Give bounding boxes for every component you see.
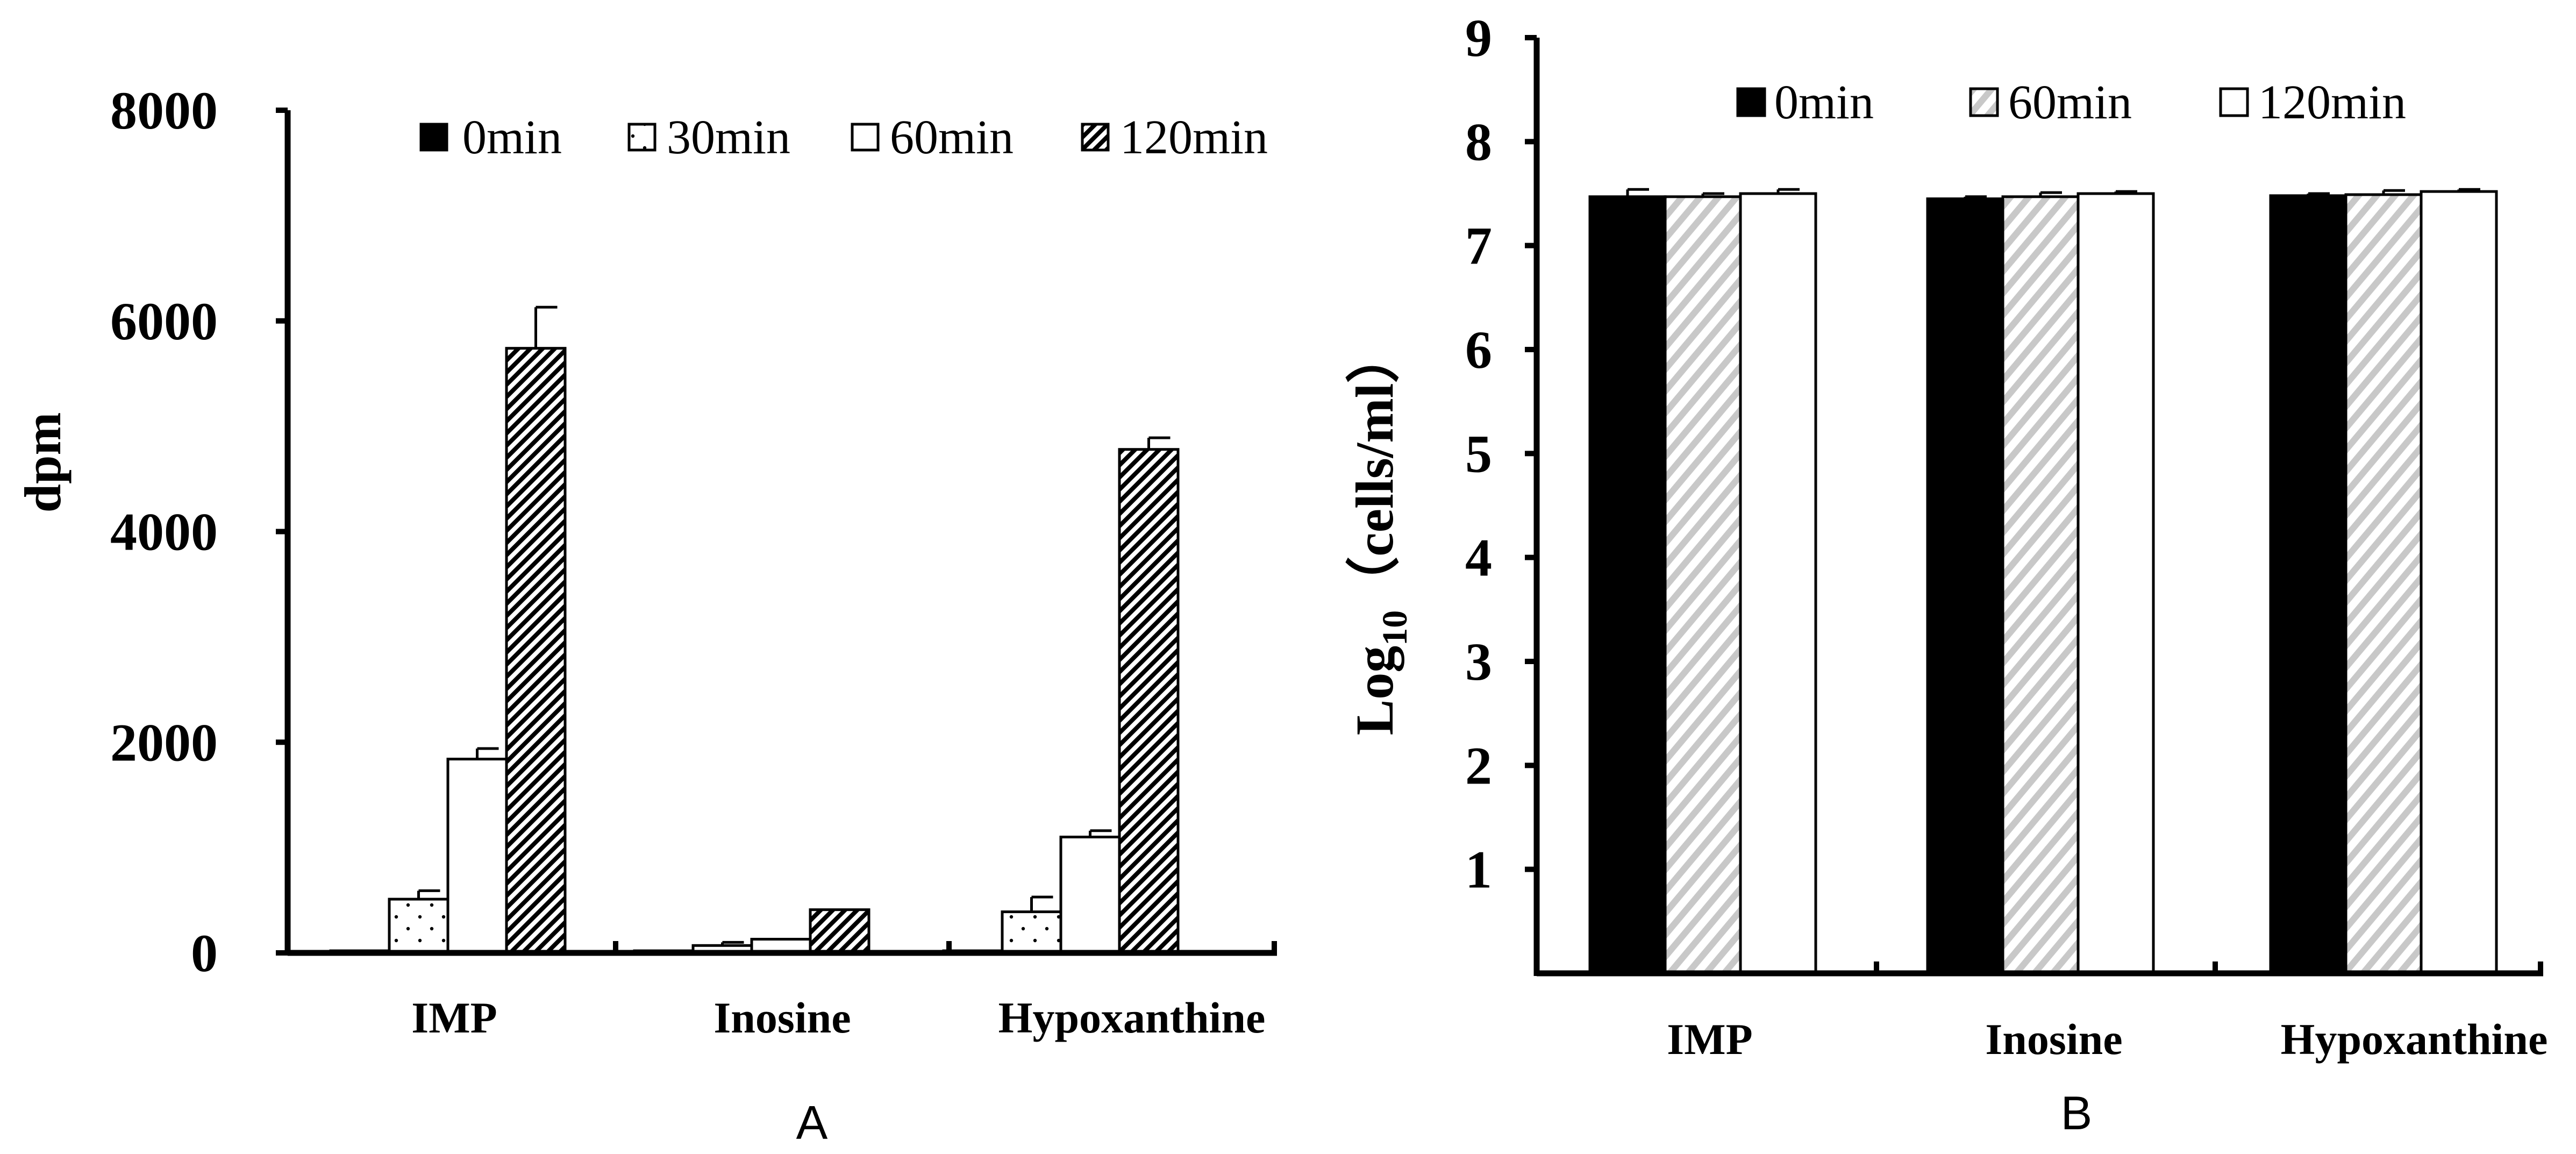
legend-swatch-30min: [627, 123, 657, 152]
legend-label-30min: 30min: [667, 111, 790, 164]
bar-hypoxanthine-0min: [2269, 194, 2347, 975]
panel-b-y-axis-log: Log: [1345, 646, 1404, 736]
panel-b-chart: Log10（cells/ml） 1 2 3 4 5 6 7 8 9 IMP Inosine Hypo…: [1345, 8, 2548, 1139]
panel-b-y-axis-unit: （cells/ml）: [1345, 330, 1404, 610]
panel-b-y-axis-subscript: 10: [1375, 610, 1415, 646]
legend-label-0min: 0min: [462, 111, 562, 164]
bar-hypoxanthine-120min: [1118, 448, 1180, 954]
bar-inosine-120min: [809, 908, 870, 954]
panel-b-category-label: Inosine: [1985, 1015, 2122, 1064]
bar-imp-120min: [1739, 192, 1817, 975]
panel-a-y-axis-label: dpm: [14, 412, 72, 513]
panel-a-y-tick-label: 0: [191, 923, 218, 983]
panel-b-y-tick-label: 9: [1465, 8, 1492, 68]
bar-hypoxanthine-60min: [2344, 193, 2423, 975]
panel-a-y-tick-label: 4000: [110, 502, 218, 562]
bar-imp-60min: [1664, 195, 1742, 975]
panel-b-y-tick-label: 7: [1465, 216, 1492, 276]
panel-b-category-label: IMP: [1667, 1015, 1752, 1064]
panel-a-y-tick-label: 6000: [110, 291, 218, 351]
bar-imp-30min: [388, 897, 449, 954]
bar-inosine-60min: [2001, 195, 2080, 975]
legend-label-60min: 60min: [2008, 76, 2132, 129]
panel-b-y-tick-label: 1: [1465, 840, 1492, 900]
panel-a-y-tick-label: 2000: [110, 713, 218, 772]
panel-b-label: B: [2061, 1086, 2093, 1139]
panel-a-y-tick-label: 8000: [110, 81, 218, 140]
panel-a-legend: 0min 30min 60min 120min: [419, 111, 1268, 164]
panel-a-category-label: Hypoxanthine: [998, 993, 1266, 1042]
legend-swatch-120min: [1081, 123, 1110, 152]
bar-imp-0min: [1588, 195, 1667, 975]
panel-b-y-tick-label: 8: [1465, 112, 1492, 172]
bar-inosine-120min: [2077, 192, 2155, 975]
legend-label-60min: 60min: [890, 111, 1014, 164]
legend-label-120min: 120min: [1120, 111, 1268, 164]
bar-hypoxanthine-30min: [1001, 910, 1062, 954]
panel-b-y-tick-label: 6: [1465, 320, 1492, 380]
panel-a-chart: dpm 0 2000 4000 6000 8000 IMP Inosine Hypoxant…: [14, 81, 1277, 1149]
panel-b-y-tick-label: 5: [1465, 424, 1492, 483]
panel-b-y-tick-label: 4: [1465, 528, 1492, 588]
bar-imp-120min: [505, 347, 567, 954]
legend-swatch-0min: [1736, 87, 1766, 117]
panel-a-category-label: Inosine: [713, 993, 851, 1042]
bar-imp-60min: [446, 758, 508, 954]
bar-hypoxanthine-120min: [2420, 190, 2498, 975]
legend-swatch-60min: [1969, 87, 1999, 117]
panel-a-label: A: [796, 1096, 828, 1149]
panel-b-category-label: Hypoxanthine: [2281, 1015, 2548, 1064]
legend-swatch-120min: [2219, 87, 2249, 117]
legend-swatch-60min: [851, 123, 880, 152]
panel-a-category-label: IMP: [411, 993, 497, 1042]
panel-b-y-tick-label: 3: [1465, 632, 1492, 692]
panel-b-y-axis-label: Log10（cells/ml）: [1345, 330, 1415, 736]
bar-inosine-0min: [1926, 197, 2004, 975]
panel-b-y-tick-label: 2: [1465, 736, 1492, 795]
legend-swatch-0min: [419, 123, 448, 152]
legend-label-0min: 0min: [1774, 76, 1874, 129]
bar-hypoxanthine-60min: [1059, 836, 1121, 954]
panel-b-legend: 0min 60min 120min: [1736, 76, 2406, 129]
legend-label-120min: 120min: [2258, 76, 2406, 129]
